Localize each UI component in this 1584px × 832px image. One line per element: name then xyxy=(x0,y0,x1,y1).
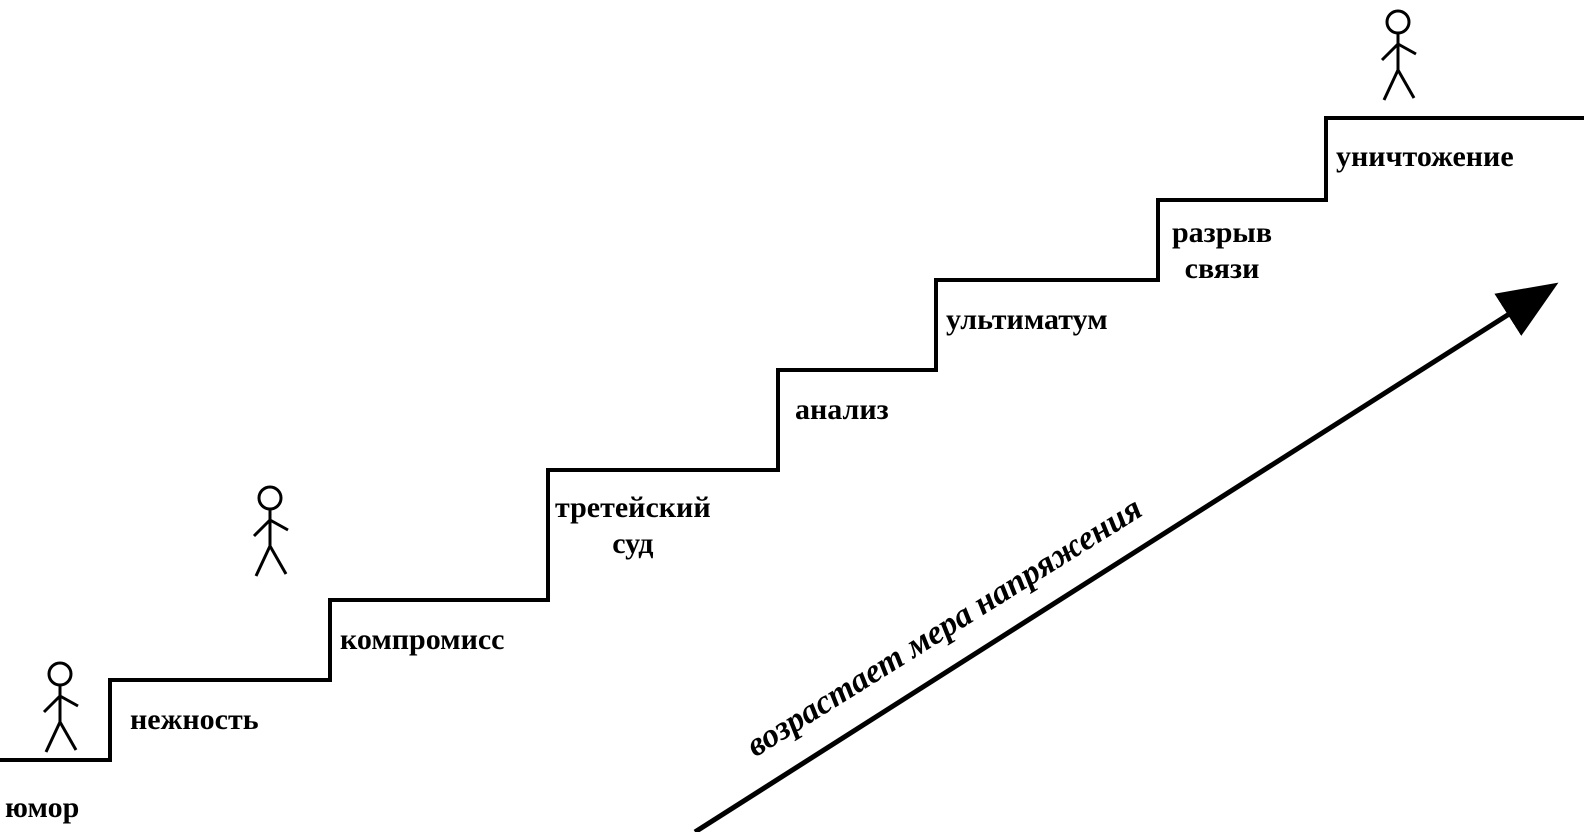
step-label-6: разрыв связи xyxy=(1172,215,1272,287)
stick-figure-0 xyxy=(44,663,78,752)
stick-figure-2 xyxy=(1382,11,1416,100)
step-label-7: уничтожение xyxy=(1336,139,1514,175)
step-label-1: нежность xyxy=(130,702,259,738)
step-label-0: юмор xyxy=(5,790,79,826)
stick-figure-1 xyxy=(254,487,288,576)
step-label-3: третейский суд xyxy=(555,490,711,562)
diagram-stage: юмор нежность компромисс третейский суд анал… xyxy=(0,0,1584,832)
step-label-5: ультиматум xyxy=(946,302,1108,338)
step-label-4: анализ xyxy=(795,392,889,428)
staircase-path xyxy=(0,118,1584,760)
step-label-2: компромисс xyxy=(340,622,505,658)
